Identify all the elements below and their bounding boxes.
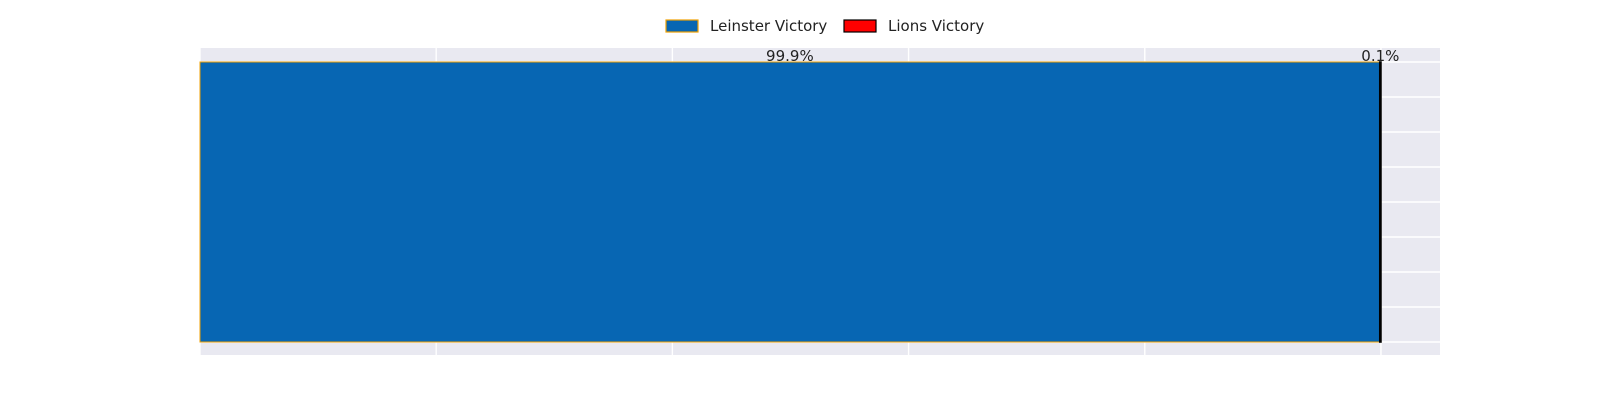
bar-value-label-1: 99.9%	[766, 47, 814, 65]
legend: Leinster Victory Lions Victory	[665, 17, 984, 35]
bar-segment-2[interactable]	[1378, 61, 1382, 343]
legend-swatch-1	[665, 19, 699, 33]
bar-value-label-2: 0.1%	[1361, 47, 1399, 65]
bar-segment-1[interactable]	[199, 61, 1381, 343]
legend-swatch-2	[843, 19, 877, 33]
plot-layer: 99.9% 0.1%	[199, 47, 1440, 355]
legend-label-2: Lions Victory	[888, 17, 984, 35]
legend-label-1: Leinster Victory	[710, 17, 827, 35]
